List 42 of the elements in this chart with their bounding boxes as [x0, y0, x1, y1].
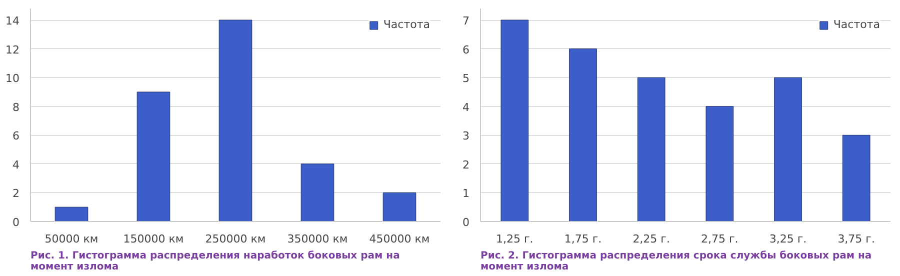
y-tick-label: 7 [462, 14, 470, 28]
y-tick-label: 6 [12, 130, 20, 143]
bar [218, 20, 252, 222]
x-tick-label: 150000 км [123, 232, 184, 246]
bar [706, 106, 734, 222]
bar [637, 77, 666, 222]
x-tick-label: 450000 км [369, 232, 430, 246]
bar [382, 192, 416, 222]
bar [842, 134, 870, 222]
x-tick-label: 1,25 г. [496, 232, 534, 246]
y-tick-label: 4 [462, 100, 470, 114]
bar [569, 48, 597, 222]
y-tick-label: 6 [462, 43, 470, 56]
y-tick-label: 0 [12, 216, 20, 229]
y-tick-label: 3 [462, 130, 470, 143]
legend-label: Частота [383, 18, 430, 31]
x-tick-label: 1,75 г. [564, 232, 602, 246]
text: Рис. 2. Гистограмма распределения срока службы боковых рам на момент излома [480, 250, 872, 272]
legend-label: Частота [833, 18, 880, 31]
y-tick-label: 8 [12, 100, 20, 114]
x-tick-label: 350000 км [287, 232, 348, 246]
y-tick-label: 0 [462, 216, 470, 229]
x-tick-label: 3,75 г. [838, 232, 875, 246]
x-tick-label: 2,75 г. [701, 232, 738, 246]
bar [300, 164, 334, 222]
x-tick-label: 2,25 г. [632, 232, 670, 246]
y-tick-label: 5 [462, 72, 470, 86]
x-tick-label: 3,25 г. [769, 232, 807, 246]
y-tick-label: 2 [462, 158, 470, 172]
y-tick-label: 1 [462, 187, 470, 200]
bar [54, 206, 88, 222]
y-tick-label: 14 [6, 14, 20, 28]
y-tick-label: 10 [6, 72, 20, 86]
bar [774, 77, 802, 222]
text: Рис. 1. Гистограмма распределения наработок боковых рам на момент излома [30, 250, 400, 272]
x-tick-label: 250000 км [205, 232, 266, 246]
x-tick-label: 50000 км [44, 232, 98, 246]
y-tick-label: 4 [12, 158, 20, 172]
y-tick-label: 2 [12, 187, 20, 200]
y-tick-label: 12 [6, 43, 20, 56]
bar [136, 92, 170, 222]
bar [500, 20, 529, 222]
